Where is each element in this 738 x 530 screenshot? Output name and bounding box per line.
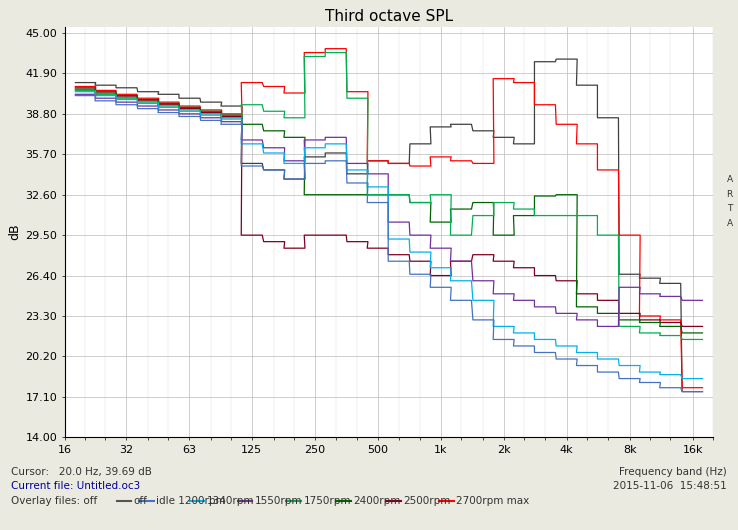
Text: A
R
T
A: A R T A — [727, 175, 733, 228]
Text: 2015-11-06  15:48:51: 2015-11-06 15:48:51 — [613, 481, 727, 491]
Text: idle 1200rpm: idle 1200rpm — [156, 496, 225, 506]
Text: 2400rpm: 2400rpm — [353, 496, 400, 506]
Text: 2500rpm: 2500rpm — [403, 496, 450, 506]
Text: 1340rpm: 1340rpm — [207, 496, 254, 506]
Text: Overlay files: off: Overlay files: off — [11, 496, 97, 506]
Text: 2700rpm max: 2700rpm max — [456, 496, 529, 506]
Text: 1550rpm: 1550rpm — [255, 496, 302, 506]
Text: Current file: Untitled.oc3: Current file: Untitled.oc3 — [11, 481, 140, 491]
Y-axis label: dB: dB — [8, 224, 21, 240]
Text: off: off — [134, 496, 148, 506]
Text: 1750rpm: 1750rpm — [303, 496, 351, 506]
Title: Third octave SPL: Third octave SPL — [325, 9, 453, 24]
Text: Cursor:   20.0 Hz, 39.69 dB: Cursor: 20.0 Hz, 39.69 dB — [11, 467, 152, 478]
Text: Frequency band (Hz): Frequency band (Hz) — [619, 467, 727, 478]
